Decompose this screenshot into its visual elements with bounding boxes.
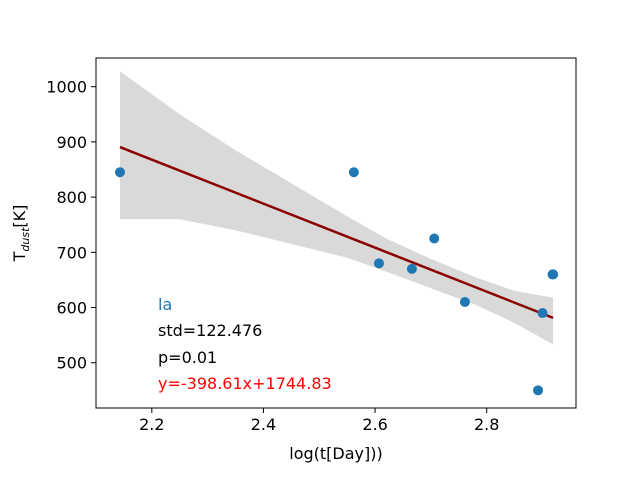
y-tick-label: 800 <box>56 188 87 207</box>
data-points-layer <box>115 167 559 396</box>
y-tick-label: 700 <box>56 243 87 262</box>
fit-line <box>119 145 554 320</box>
x-tick-label: 2.4 <box>251 415 276 434</box>
x-tick-label: 2.2 <box>139 415 164 434</box>
x-axis-ticks: 2.2 2.4 2.6 2.8 <box>139 408 499 434</box>
x-tick-label: 2.8 <box>474 415 499 434</box>
data-point <box>533 385 544 396</box>
data-point <box>373 258 384 269</box>
annotation-std: std=122.476 <box>158 321 262 340</box>
y-axis-ticks: 500 600 700 800 900 1000 <box>46 78 96 373</box>
data-point <box>348 167 359 178</box>
data-point <box>537 308 548 319</box>
y-tick-label: 500 <box>56 354 87 373</box>
data-point <box>406 263 417 274</box>
annotation-equation: y=-398.61x+1744.83 <box>158 374 332 393</box>
plot-frame <box>95 57 577 409</box>
y-axis-label: Tdust[K] <box>10 205 32 263</box>
confidence-band-layer <box>120 71 554 345</box>
x-axis-label: log(t[Day])) <box>289 444 382 463</box>
data-point <box>548 269 559 280</box>
confidence-band <box>120 71 554 345</box>
annotation-p: p=0.01 <box>158 348 217 367</box>
y-tick-label: 900 <box>56 133 87 152</box>
y-axis-label-tail: [K] <box>10 205 29 228</box>
data-point <box>429 233 440 244</box>
y-tick-label: 600 <box>56 299 87 318</box>
y-tick-label: 1000 <box>46 78 87 97</box>
data-point <box>115 167 125 178</box>
x-tick-label: 2.6 <box>362 415 387 434</box>
y-axis-label-main: T <box>10 251 29 262</box>
annotation-label: la <box>158 295 172 314</box>
y-axis-label-sub: dust <box>19 227 32 252</box>
fit-line-layer <box>119 145 554 320</box>
data-point <box>459 297 470 308</box>
